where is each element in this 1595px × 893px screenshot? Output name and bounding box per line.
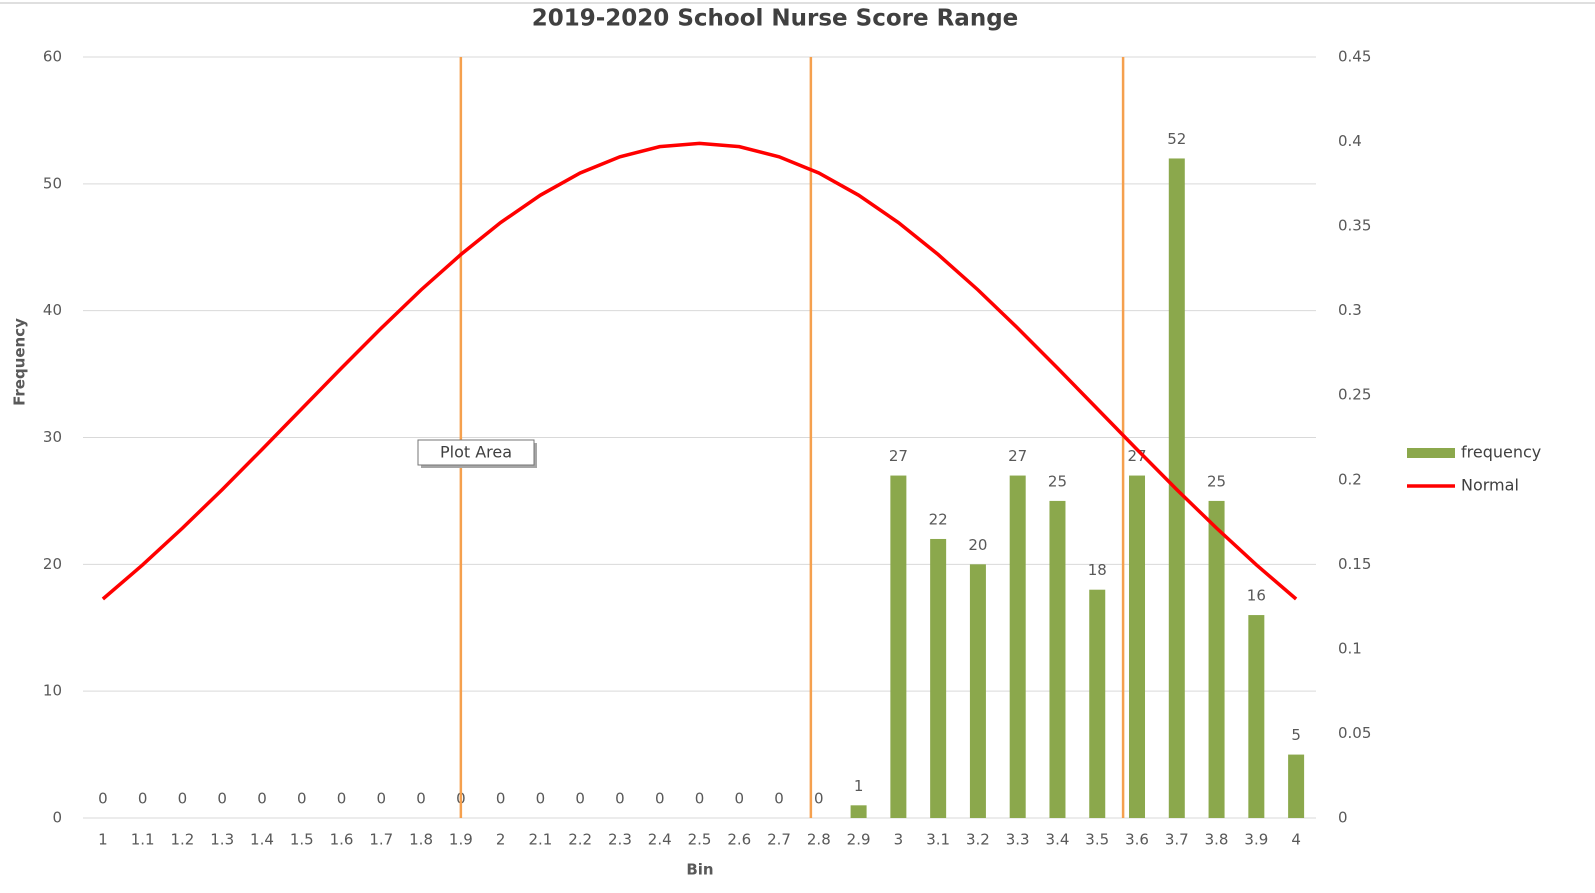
x-tick-label: 2.2	[568, 831, 592, 849]
data-label: 0	[655, 790, 665, 808]
y-axis-label: Frequency	[11, 318, 29, 406]
x-axis-label: Bin	[686, 861, 713, 879]
data-label: 1	[854, 777, 864, 795]
x-tick-label: 3.5	[1085, 831, 1109, 849]
data-label: 25	[1048, 472, 1067, 490]
y-tick-label: 0	[52, 809, 62, 827]
data-label: 0	[774, 790, 784, 808]
data-label: 27	[1008, 447, 1027, 465]
y-tick-label: 50	[43, 174, 62, 192]
x-tick-label: 3.2	[966, 831, 990, 849]
data-label: 0	[217, 790, 227, 808]
data-label: 0	[496, 790, 506, 808]
x-tick-label: 3.3	[1006, 831, 1030, 849]
x-tick-label: 2.1	[528, 831, 552, 849]
data-label: 5	[1291, 726, 1301, 744]
bar	[1288, 754, 1305, 818]
y-tick-label: 40	[43, 301, 62, 319]
data-label: 0	[257, 790, 267, 808]
data-label: 27	[1127, 447, 1146, 465]
y-tick-label: 10	[43, 682, 62, 700]
x-tick-label: 3.9	[1244, 831, 1268, 849]
x-tick-label: 1.6	[330, 831, 354, 849]
x-tick-label: 3.8	[1205, 831, 1229, 849]
data-label: 0	[98, 790, 108, 808]
x-tick-label: 2.9	[847, 831, 871, 849]
x-tick-label: 1.8	[409, 831, 433, 849]
data-label: 16	[1247, 587, 1266, 605]
legend-label: frequency	[1461, 443, 1541, 462]
x-tick-label: 2.7	[767, 831, 791, 849]
y2-tick-label: 0	[1338, 809, 1348, 827]
x-tick-label: 1.5	[290, 831, 314, 849]
x-tick-label: 1.2	[171, 831, 195, 849]
bar	[930, 538, 947, 818]
x-tick-label: 2.3	[608, 831, 632, 849]
line	[101, 141, 1298, 601]
data-label: 0	[416, 790, 426, 808]
y2-tick-label: 0.1	[1338, 639, 1362, 657]
legend-swatch	[1407, 448, 1455, 458]
bar	[1208, 500, 1225, 818]
bar	[850, 805, 867, 818]
x-tick-label: 3.7	[1165, 831, 1189, 849]
legend-label: Normal	[1461, 476, 1519, 495]
bar	[890, 475, 907, 818]
x-tick-label: 3	[894, 831, 904, 849]
x-tick-label: 1.4	[250, 831, 274, 849]
y2-tick-label: 0.25	[1338, 386, 1371, 404]
chart-title: 2019-2020 School Nurse Score Range	[532, 6, 1019, 32]
data-label: 0	[337, 790, 347, 808]
x-tick-label: 3.4	[1046, 831, 1070, 849]
tooltip-text: Plot Area	[440, 443, 512, 462]
x-tick-label: 2.4	[648, 831, 672, 849]
x-tick-label: 2.8	[807, 831, 831, 849]
x-tick-label: 1.9	[449, 831, 473, 849]
y2-tick-label: 0.3	[1338, 301, 1362, 319]
data-label: 0	[297, 790, 307, 808]
bar	[1089, 589, 1106, 818]
data-label: 18	[1088, 561, 1107, 579]
data-label: 0	[615, 790, 625, 808]
x-tick-label: 1.3	[210, 831, 234, 849]
bar	[1129, 475, 1146, 818]
x-tick-label: 3.6	[1125, 831, 1149, 849]
y-tick-label: 30	[43, 428, 62, 446]
bar	[1248, 615, 1265, 818]
bar	[969, 564, 986, 818]
x-tick-label: 3.1	[926, 831, 950, 849]
x-tick-label: 1.7	[369, 831, 393, 849]
y2-tick-label: 0.2	[1338, 470, 1362, 488]
data-label: 0	[536, 790, 546, 808]
data-label: 0	[735, 790, 745, 808]
data-label: 52	[1167, 130, 1186, 148]
data-label: 0	[575, 790, 585, 808]
y2-tick-label: 0.35	[1338, 217, 1371, 235]
data-label: 0	[178, 790, 188, 808]
x-tick-label: 4	[1291, 831, 1301, 849]
bar	[1009, 475, 1026, 818]
data-label: 0	[138, 790, 148, 808]
x-tick-label: 2.5	[688, 831, 712, 849]
data-label: 22	[929, 510, 948, 528]
x-tick-label: 2.6	[727, 831, 751, 849]
y2-tick-label: 0.4	[1338, 132, 1362, 150]
y2-tick-label: 0.45	[1338, 48, 1371, 66]
data-label: 27	[889, 447, 908, 465]
data-label: 20	[968, 536, 987, 554]
y2-tick-label: 0.05	[1338, 724, 1371, 742]
y-tick-label: 20	[43, 555, 62, 573]
x-tick-label: 1.1	[131, 831, 155, 849]
x-tick-label: 2	[496, 831, 506, 849]
data-label: 25	[1207, 472, 1226, 490]
y-tick-label: 60	[43, 48, 62, 66]
tooltip-box	[417, 439, 535, 466]
data-label: 0	[377, 790, 387, 808]
y2-tick-label: 0.15	[1338, 555, 1371, 573]
bar	[1049, 500, 1066, 818]
x-tick-label: 1	[98, 831, 108, 849]
data-label: 0	[814, 790, 824, 808]
data-label: 0	[695, 790, 705, 808]
